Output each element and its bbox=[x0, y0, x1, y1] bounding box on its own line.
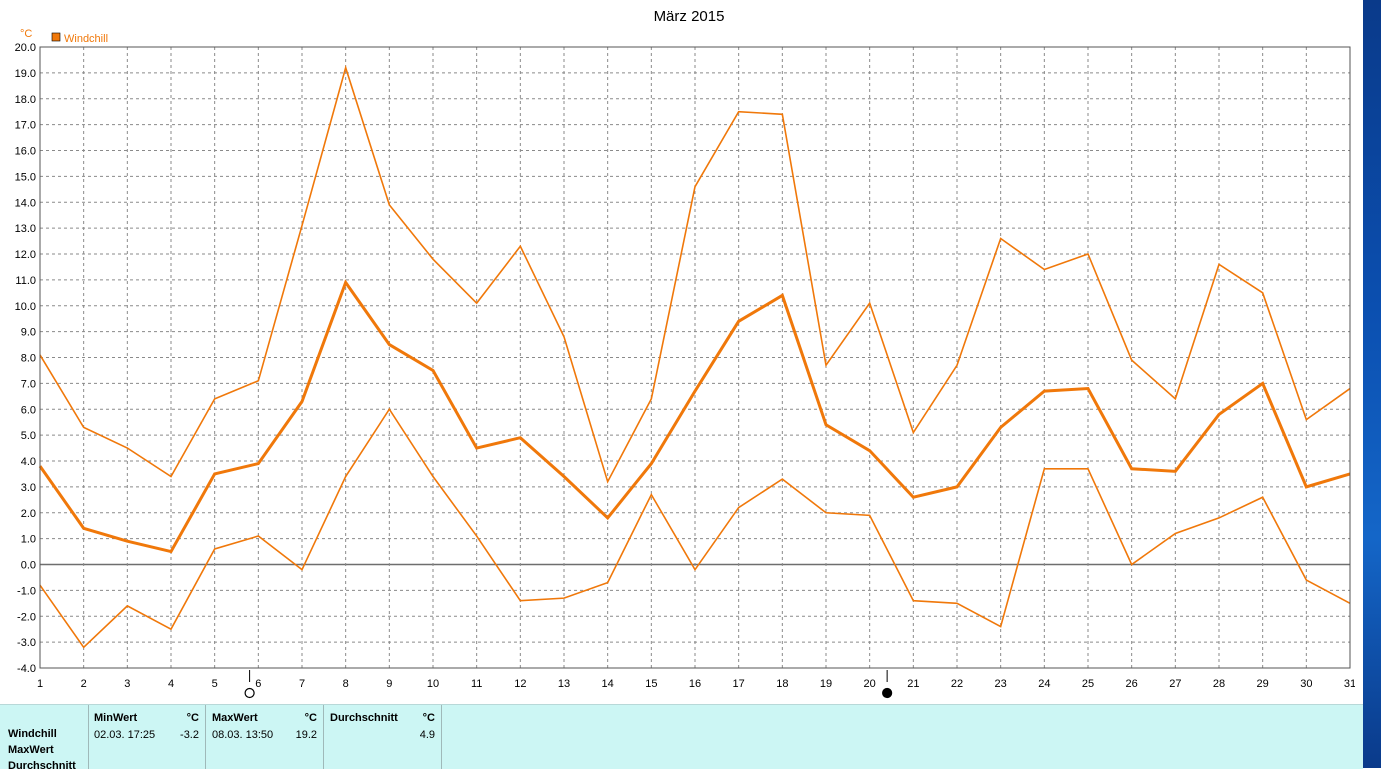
avg-unit: °C bbox=[422, 712, 435, 724]
x-tick-label: 11 bbox=[471, 678, 482, 690]
x-tick-label: 5 bbox=[212, 678, 218, 690]
y-tick-label: 2.0 bbox=[21, 508, 36, 520]
x-tick-label: 19 bbox=[820, 678, 832, 690]
y-tick-label: 20.0 bbox=[15, 42, 36, 54]
x-tick-label: 10 bbox=[427, 678, 439, 690]
new-moon-icon bbox=[882, 687, 893, 699]
series-line-max bbox=[39, 64, 1351, 484]
x-tick-label: 8 bbox=[343, 678, 349, 690]
legend-label: Windchill bbox=[64, 33, 108, 45]
y-tick-label: -3.0 bbox=[17, 637, 36, 649]
y-tick-label: 5.0 bbox=[21, 430, 36, 442]
stats-min-column: MinWert °C 02.03. 17:25 -3.2 bbox=[88, 705, 206, 769]
x-tick-label: 6 bbox=[255, 678, 261, 690]
x-tick-label: 9 bbox=[386, 678, 392, 690]
y-tick-label: 4.0 bbox=[21, 456, 36, 468]
x-tick-label: 27 bbox=[1169, 678, 1181, 690]
y-tick-label: 6.0 bbox=[21, 404, 36, 416]
y-tick-label: 19.0 bbox=[15, 68, 36, 80]
x-tick-label: 24 bbox=[1038, 678, 1050, 690]
x-tick-label: 16 bbox=[689, 678, 701, 690]
y-tick-label: 9.0 bbox=[21, 327, 36, 339]
y-unit-label: °C bbox=[20, 28, 32, 40]
x-tick-label: 28 bbox=[1213, 678, 1225, 690]
min-unit: °C bbox=[186, 712, 199, 724]
avg-value: 4.9 bbox=[419, 729, 435, 741]
x-tick-label: 26 bbox=[1126, 678, 1138, 690]
y-tick-label: 16.0 bbox=[15, 146, 36, 158]
axes: 20.019.018.017.016.015.014.013.012.011.0… bbox=[15, 42, 1356, 699]
x-tick-label: 29 bbox=[1257, 678, 1269, 690]
row-label-maxwert: MaxWert bbox=[8, 744, 54, 756]
x-tick-label: 1 bbox=[37, 678, 43, 690]
x-tick-label: 23 bbox=[995, 678, 1007, 690]
y-tick-label: 12.0 bbox=[15, 249, 36, 261]
min-date: 02.03. 17:25 bbox=[94, 729, 156, 741]
x-tick-label: 7 bbox=[299, 678, 305, 690]
x-tick-label: 2 bbox=[81, 678, 87, 690]
y-tick-label: 0.0 bbox=[21, 560, 36, 572]
y-tick-label: 1.0 bbox=[21, 534, 36, 546]
legend-swatch bbox=[51, 32, 61, 42]
y-tick-label: 7.0 bbox=[21, 378, 36, 390]
avg-header: Durchschnitt bbox=[330, 712, 398, 724]
x-tick-label: 4 bbox=[168, 678, 174, 690]
x-tick-label: 12 bbox=[514, 678, 526, 690]
desktop-background-strip bbox=[1363, 0, 1381, 768]
series-line-durchschnitt bbox=[38, 279, 1351, 554]
max-header: MaxWert bbox=[212, 712, 258, 724]
grid bbox=[40, 47, 1350, 668]
x-tick-label: 30 bbox=[1300, 678, 1312, 690]
y-tick-label: 18.0 bbox=[15, 94, 36, 106]
x-tick-label: 20 bbox=[864, 678, 876, 690]
x-tick-label: 15 bbox=[645, 678, 657, 690]
chart: März 2015 °C Windchill 20.019.018.017.01… bbox=[15, 8, 1356, 699]
max-unit: °C bbox=[304, 712, 317, 724]
y-tick-label: 11.0 bbox=[15, 275, 36, 287]
x-tick-label: 18 bbox=[776, 678, 788, 690]
x-tick-label: 31 bbox=[1344, 678, 1356, 690]
y-tick-label: 15.0 bbox=[15, 171, 36, 183]
window-edge bbox=[1355, 0, 1363, 768]
series-line-min bbox=[39, 407, 1351, 649]
y-tick-label: 8.0 bbox=[21, 353, 36, 365]
y-tick-label: 13.0 bbox=[15, 223, 36, 235]
plot-frame bbox=[39, 46, 1351, 669]
stats-max-column: MaxWert °C 08.03. 13:50 19.2 bbox=[206, 705, 324, 769]
stats-avg-column: Durchschnitt °C 4.9 bbox=[324, 705, 442, 769]
full-moon-icon bbox=[244, 687, 255, 699]
x-tick-label: 17 bbox=[733, 678, 745, 690]
x-tick-label: 22 bbox=[951, 678, 963, 690]
series-lines bbox=[38, 64, 1351, 649]
row-label-durchschnitt: Durchschnitt bbox=[8, 760, 76, 772]
x-tick-label: 13 bbox=[558, 678, 570, 690]
stats-row-labels: Windchill MaxWert Durchschnitt bbox=[0, 705, 89, 772]
chart-title: März 2015 bbox=[654, 8, 725, 25]
y-tick-label: 17.0 bbox=[15, 120, 36, 132]
max-value: 19.2 bbox=[295, 729, 317, 741]
max-date: 08.03. 13:50 bbox=[212, 729, 274, 741]
x-tick-label: 21 bbox=[907, 678, 919, 690]
y-tick-label: -1.0 bbox=[17, 585, 36, 597]
y-tick-label: 3.0 bbox=[21, 482, 36, 494]
min-header: MinWert bbox=[94, 712, 138, 724]
stats-panel: Windchill MaxWert Durchschnitt MinWert °… bbox=[0, 704, 1363, 772]
x-tick-label: 3 bbox=[124, 678, 130, 690]
x-tick-label: 25 bbox=[1082, 678, 1094, 690]
y-tick-label: 14.0 bbox=[15, 197, 36, 209]
row-label-windchill: Windchill bbox=[8, 728, 57, 740]
y-tick-label: 10.0 bbox=[15, 301, 36, 313]
y-tick-label: -2.0 bbox=[17, 611, 36, 623]
x-tick-label: 14 bbox=[602, 678, 614, 690]
y-tick-label: -4.0 bbox=[17, 663, 36, 675]
min-value: -3.2 bbox=[180, 729, 199, 741]
